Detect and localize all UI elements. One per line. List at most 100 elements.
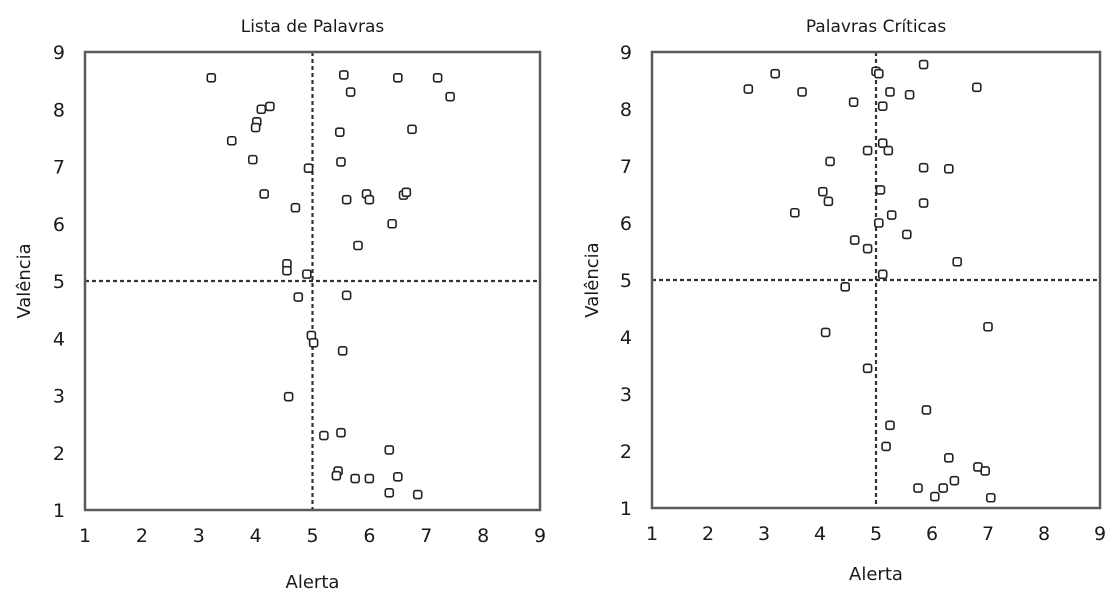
data-point	[921, 405, 932, 415]
data-point	[283, 391, 294, 402]
data-point	[247, 154, 258, 165]
data-point	[353, 240, 363, 251]
data-point	[904, 89, 915, 100]
data-point	[885, 87, 895, 97]
data-point	[985, 492, 996, 503]
data-point	[256, 104, 267, 115]
data-point	[873, 218, 884, 228]
data-point	[849, 235, 860, 245]
data-point	[401, 187, 412, 198]
data-point	[862, 145, 873, 156]
data-point	[341, 290, 352, 301]
data-point	[848, 97, 859, 107]
chart-palavras-criticas: Palavras Críticas 1 2 3 4 5 6 7 8 9 1 2 3 4 5 6 7 8 9 Alert…	[582, 17, 1106, 585]
x-tick-label: 5	[306, 525, 318, 547]
data-point	[259, 189, 269, 199]
x-tick-label: 8	[1038, 523, 1050, 545]
data-point	[341, 194, 352, 205]
data-point	[250, 122, 261, 133]
data-point	[412, 489, 423, 500]
y-tick-label: 2	[53, 443, 65, 465]
data-point	[938, 483, 949, 493]
y-tick-label: 6	[620, 213, 632, 235]
data-point	[302, 269, 312, 279]
data-point	[331, 470, 342, 481]
data-point	[886, 210, 897, 220]
data-point	[949, 475, 960, 486]
plot-frame	[83, 50, 542, 512]
data-point	[918, 198, 929, 208]
data-point	[384, 488, 395, 498]
y-tick-label: 1	[620, 498, 632, 520]
y-tick-label: 7	[53, 157, 65, 179]
data-point	[885, 420, 895, 431]
data-point	[877, 101, 888, 111]
x-tick-label: 7	[420, 525, 432, 547]
data-point	[913, 483, 923, 493]
chart-title: Palavras Críticas	[806, 17, 947, 37]
data-point	[364, 473, 375, 484]
data-point	[943, 453, 954, 463]
data-point	[797, 87, 807, 97]
x-tick-label: 5	[870, 523, 882, 545]
data-point	[226, 135, 237, 146]
data-point	[334, 127, 345, 137]
data-point	[384, 445, 395, 455]
data-point	[337, 346, 348, 356]
data-point	[345, 87, 356, 97]
data-point	[881, 441, 891, 452]
data-point	[825, 156, 835, 167]
y-tick-label: 9	[620, 42, 632, 64]
y-axis-label: Valência	[14, 243, 35, 318]
data-point	[862, 363, 873, 374]
data-point	[336, 157, 346, 167]
data-point	[875, 185, 886, 195]
data-point	[971, 82, 982, 93]
x-tick-label: 2	[702, 523, 714, 545]
x-tick-label: 9	[534, 525, 546, 547]
chart-lista-de-palavras: Lista de Palavras 1 2 3 4 5 6 7 8 9 1 2 3 4 5 6 7 8 9 Alert…	[14, 17, 546, 593]
y-tick-label: 4	[620, 327, 632, 349]
data-point	[308, 338, 319, 348]
x-tick-label: 7	[982, 523, 994, 545]
data-point	[206, 72, 217, 83]
data-point	[817, 186, 828, 197]
data-point	[338, 70, 349, 80]
x-axis-label: Alerta	[849, 564, 903, 585]
data-point	[823, 196, 834, 207]
x-tick-label: 6	[926, 523, 938, 545]
x-tick-label: 1	[646, 523, 658, 545]
data-point	[743, 84, 754, 94]
data-point	[303, 163, 314, 174]
data-point	[840, 282, 851, 292]
data-point	[770, 68, 781, 79]
data-point	[929, 491, 940, 502]
data-point	[336, 427, 346, 438]
y-tick-label: 7	[620, 156, 632, 178]
y-tick-label: 3	[620, 384, 632, 406]
data-point	[265, 101, 275, 112]
data-point	[983, 321, 993, 332]
data-point	[350, 473, 360, 484]
data-point	[820, 327, 831, 338]
y-tick-label: 1	[53, 500, 65, 522]
data-point	[877, 269, 888, 280]
x-tick-label: 1	[79, 525, 91, 547]
data-point	[319, 430, 329, 441]
x-tick-label: 4	[814, 523, 826, 545]
y-axis-label: Valência	[582, 242, 603, 317]
data-point	[789, 207, 800, 218]
data-point	[282, 265, 292, 276]
data-point	[873, 68, 884, 79]
x-tick-label: 8	[477, 525, 489, 547]
data-point	[918, 59, 929, 70]
x-axis-label: Alerta	[286, 572, 340, 593]
data-point	[393, 72, 403, 83]
data-point	[862, 243, 873, 254]
data-point	[877, 138, 888, 148]
chart-title: Lista de Palavras	[241, 17, 385, 37]
data-point	[445, 91, 455, 102]
y-tick-label: 6	[53, 214, 65, 236]
data-point	[883, 145, 894, 156]
